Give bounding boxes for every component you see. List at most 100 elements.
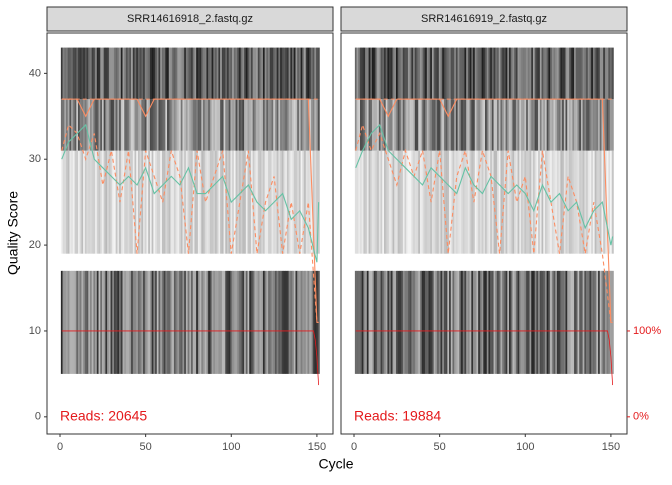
quality-tile [366,99,369,151]
quality-tile [404,150,407,254]
quality-tile [586,270,589,374]
quality-tile [474,150,477,254]
quality-tile [438,270,441,374]
quality-tile [168,270,171,374]
quality-tile [378,150,381,254]
quality-tile [216,99,219,151]
quality-tile [100,150,103,254]
quality-tile [474,270,477,374]
quality-tile [421,270,424,374]
quality-tile [452,99,455,151]
quality-tile [404,99,407,151]
quality-tile [485,47,488,100]
quality-tile [416,47,419,100]
quality-tile [437,270,440,374]
quality-tile [230,270,233,374]
quality-tile [89,270,92,374]
quality-tile [191,150,194,254]
quality-tile [497,47,500,100]
quality-tile [271,47,274,100]
quality-tile [247,99,250,151]
quality-tile [184,47,187,100]
quality-tile [435,47,438,100]
quality-tile [290,150,293,254]
quality-tile [66,47,69,100]
quality-tile [570,150,573,254]
quality-tile [309,150,312,254]
quality-tile [592,99,595,151]
quality-tile [105,150,108,254]
quality-tile [457,150,460,254]
quality-tile [550,47,553,100]
quality-tile [67,99,70,151]
series-line [355,98,613,323]
quality-tile [589,47,592,100]
quality-tile [358,47,361,100]
quality-tile [247,270,250,374]
quality-tile [146,47,149,100]
quality-tile [292,47,295,100]
quality-tile [72,99,75,151]
quality-tile [413,47,416,100]
quality-tile [141,150,144,254]
quality-tile [226,99,230,151]
quality-tile [553,99,556,151]
quality-tile [257,99,260,151]
y-tick-label: 0 [35,411,41,423]
quality-tile [250,47,253,100]
quality-tile [514,47,517,100]
quality-tile [594,150,597,254]
quality-tile [211,47,214,100]
quality-tile [266,150,269,254]
quality-tile [180,99,183,151]
quality-tile [397,270,400,374]
quality-tile [244,47,247,100]
quality-tile [215,47,218,100]
quality-tile [314,99,317,151]
quality-tile [132,150,135,254]
quality-tile [127,150,130,254]
quality-tile [110,150,113,254]
quality-tile [132,99,135,151]
quality-tile [98,150,101,254]
quality-tile [370,99,373,151]
quality-tile [443,270,446,374]
quality-tile [414,47,417,100]
quality-tile [582,99,585,151]
quality-tile [373,99,376,151]
quality-tile [184,150,187,254]
quality-tile [268,47,271,100]
quality-tile [139,150,142,254]
quality-tile [375,150,378,254]
quality-tile [252,270,255,374]
quality-tile [517,270,520,374]
quality-tile [419,150,422,254]
quality-tile [409,150,412,254]
quality-tile [553,47,556,100]
quality-tile [503,99,506,151]
x-tick-label: 0 [351,441,357,453]
quality-tile [490,47,493,100]
y-tick-label: 30 [29,153,41,165]
quality-tile [507,150,510,254]
quality-tile [555,270,558,374]
quality-tile [187,150,190,254]
quality-tile [108,47,111,100]
quality-tile [413,99,416,151]
quality-tile [515,270,518,374]
quality-tile [354,270,357,374]
quality-tile [185,47,188,100]
quality-tile [215,99,218,151]
quality-tile [77,99,81,151]
strip [46,6,334,32]
quality-tile [107,270,110,374]
quality-tile [117,99,120,151]
quality-tile [312,99,315,151]
quality-tile [524,47,527,100]
quality-tile [310,99,313,151]
quality-tile [469,270,472,374]
quality-tile [570,270,573,374]
quality-tile [358,270,361,374]
quality-tile [502,99,505,151]
quality-tile [491,150,494,254]
